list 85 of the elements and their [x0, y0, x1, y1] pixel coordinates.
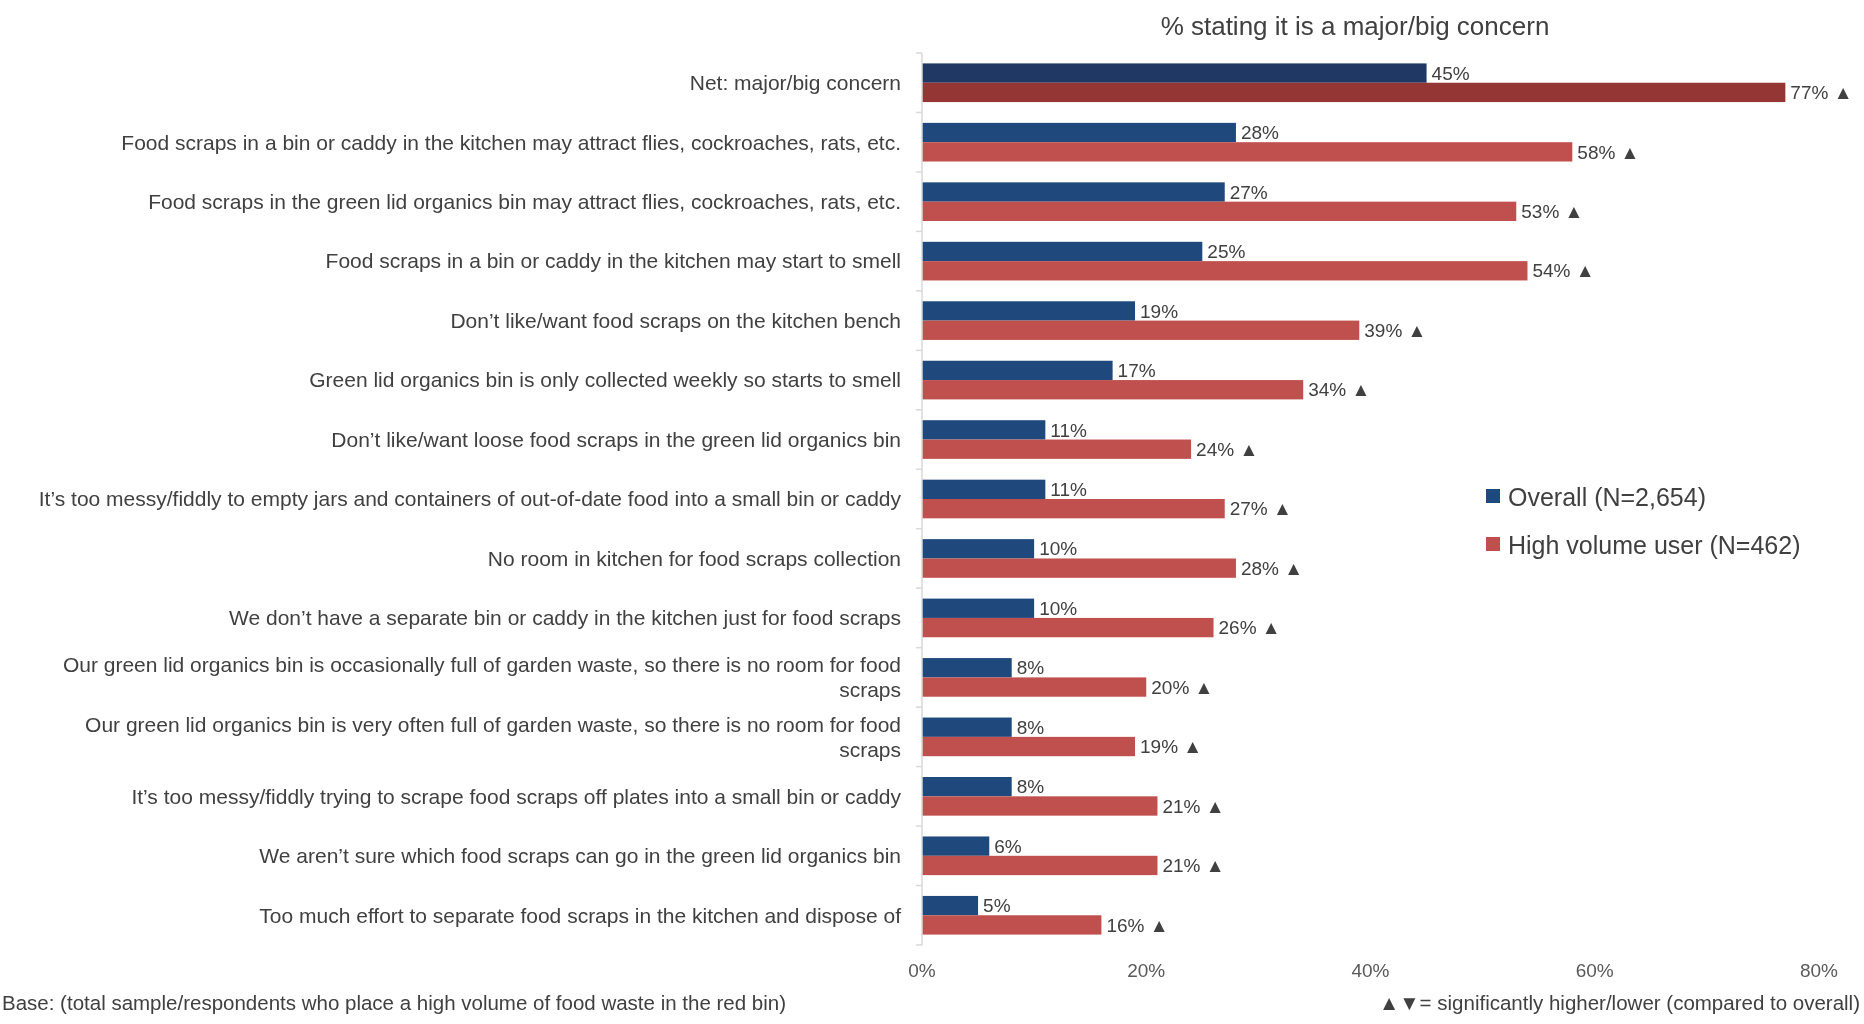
data-label: 39% ▲ [1364, 319, 1427, 341]
data-label: 11% [1050, 419, 1088, 441]
x-tick-label: 40% [1351, 960, 1390, 981]
data-label: 25% [1207, 241, 1246, 263]
bar [922, 301, 1136, 321]
bar [922, 895, 979, 916]
x-tick-label: 80% [1799, 960, 1839, 981]
data-label: 8% [1016, 776, 1045, 798]
data-label: 19% [1140, 300, 1179, 322]
data-label: 10% [1039, 597, 1078, 619]
data-label: 45% [1431, 62, 1470, 84]
y-tick-label: We aren’t sure which food scraps can go in the green lid organics bin [259, 844, 901, 868]
text: ▲▼= significantly higher/lower (compared to overall) [1379, 991, 1860, 1014]
x-tick-label: 0% [908, 960, 936, 981]
bar [922, 201, 1517, 221]
bar [922, 736, 1136, 757]
bar [922, 539, 1035, 559]
bar [922, 142, 1573, 162]
bar [922, 182, 1225, 202]
data-label: 53% ▲ [1521, 200, 1584, 222]
data-label: 58% ▲ [1577, 141, 1640, 163]
y-tick-label: Our green lid organics bin is very often full of garden waste, so there is no room for food scraps [85, 712, 901, 761]
data-label: 21% ▲ [1162, 855, 1225, 877]
data-label: 28% ▲ [1240, 557, 1304, 579]
data-label: 6% [994, 835, 1022, 857]
bar [922, 836, 990, 856]
y-tick-label: No room in kitchen for food scraps collection [487, 546, 901, 570]
bar [922, 122, 1236, 143]
data-label: 27% ▲ [1229, 498, 1292, 520]
data-label: 21% ▲ [1162, 795, 1225, 817]
y-tick-label: Don’t like/want food scraps on the kitchen bench [450, 308, 901, 332]
y-tick-label: Food scraps in a bin or caddy in the kitchen may start to smell [325, 249, 901, 273]
y-tick-label: Net: major/big concern [689, 71, 901, 95]
data-label: 77% ▲ [1790, 82, 1853, 104]
y-tick-label: Our green lid organics bin is occasionally full of garden waste, so there is no room for food scraps [62, 653, 901, 702]
bar [922, 658, 1012, 678]
data-label: 17% [1117, 360, 1156, 382]
bar [922, 82, 1786, 103]
data-label: 28% [1240, 122, 1280, 144]
legend-label: High volume user (N=462) [1508, 530, 1801, 559]
y-tick-label: Food scraps in a bin or caddy in the kitchen may attract flies, cockroaches, rats, etc. [121, 130, 901, 154]
bar [922, 598, 1035, 618]
y-tick-label: It’s too messy/fiddly trying to scrape food scraps off plates into a small bin or caddy [131, 784, 902, 808]
bar [922, 777, 1012, 797]
y-tick-label: We don’t have a separate bin or caddy in the kitchen just for food scraps [229, 606, 901, 630]
bar [922, 320, 1360, 340]
bar [922, 479, 1046, 499]
x-tick-label: 60% [1575, 960, 1614, 981]
data-label: 8% [1016, 716, 1045, 738]
bar [922, 420, 1046, 440]
bar [922, 261, 1528, 281]
data-label: 34% ▲ [1308, 379, 1371, 401]
bar [922, 558, 1236, 578]
data-label: 11% [1050, 478, 1088, 500]
data-label: 10% [1039, 538, 1078, 560]
bar [922, 617, 1214, 638]
x-tick-label: 20% [1127, 960, 1166, 981]
text: Base: (total sample/respondents who place a high volume of food waste in the red bin) [2, 991, 787, 1014]
y-tick-label: Food scraps in the green lid organics bin may attract flies, cockroaches, rats, etc. [148, 190, 901, 214]
bar [922, 796, 1158, 816]
bar [922, 915, 1102, 935]
bar [922, 380, 1304, 400]
legend-label: Overall (N=2,654) [1508, 482, 1706, 511]
data-label: 8% [1016, 657, 1045, 679]
y-tick-label: Don’t like/want loose food scraps in the green lid organics bin [331, 427, 901, 451]
data-label: 54% ▲ [1532, 260, 1595, 282]
bar [922, 360, 1113, 381]
bar [922, 677, 1147, 697]
data-label: 26% ▲ [1218, 617, 1281, 639]
bar [922, 717, 1012, 737]
y-tick-label: It’s too messy/fiddly to empty jars and containers of out-of-date food into a small bin or caddy [38, 487, 902, 511]
bar [922, 63, 1427, 83]
bar [922, 439, 1192, 459]
y-tick-label: Green lid organics bin is only collected weekly so starts to smell [309, 368, 901, 392]
data-label: 24% ▲ [1196, 438, 1259, 460]
data-label: 19% ▲ [1140, 736, 1203, 758]
bar [922, 855, 1158, 876]
chart-title: % stating it is a major/big concern [1160, 11, 1550, 42]
bar [922, 241, 1203, 262]
data-label: 27% [1229, 181, 1268, 203]
y-tick-label: Too much effort to separate food scraps in the kitchen and dispose of [259, 903, 902, 927]
data-label: 5% [983, 895, 1011, 917]
bar [922, 499, 1225, 519]
data-label: 20% ▲ [1151, 676, 1214, 698]
data-label: 16% ▲ [1106, 914, 1169, 936]
